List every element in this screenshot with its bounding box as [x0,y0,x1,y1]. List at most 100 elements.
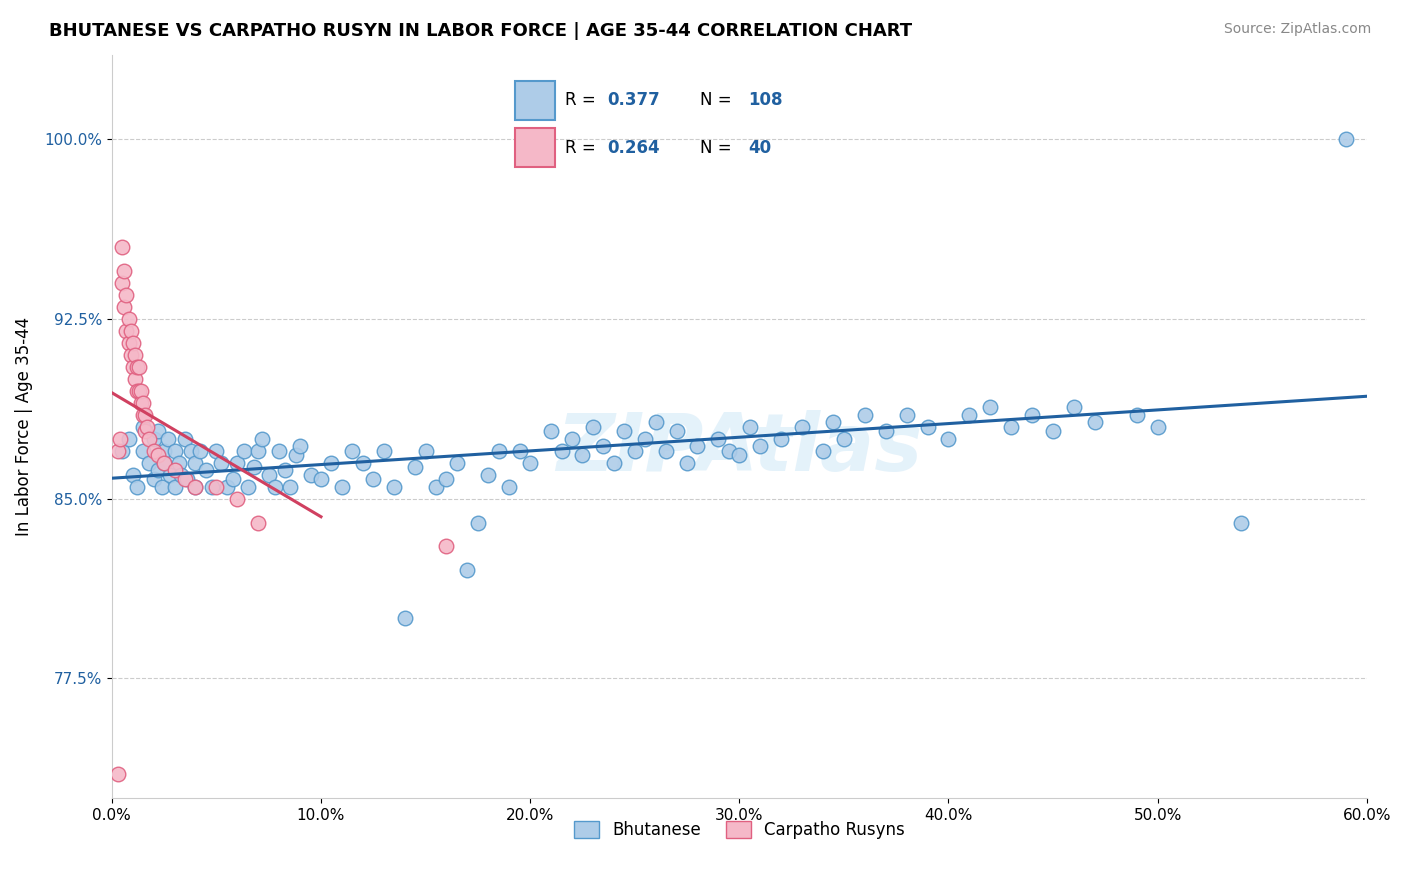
Point [142,432,165,446]
Point [134,408,156,422]
Point [184,456,207,470]
Point [1084,415,1107,429]
Point [111,276,134,290]
Point [957,408,980,422]
Point [247,443,270,458]
Point [124,348,146,362]
Point [257,467,280,482]
Point [107,827,129,841]
Point [655,443,678,458]
Point [571,449,593,463]
Point [823,415,845,429]
Point [686,439,709,453]
Point [184,479,207,493]
Point [728,449,751,463]
Point [117,432,139,446]
Point [436,472,458,486]
Point [382,479,405,493]
Point [278,479,301,493]
Point [188,443,211,458]
Point [467,516,489,530]
Point [205,443,228,458]
Point [222,472,245,486]
Point [138,432,160,446]
Point [201,479,224,493]
Point [1042,425,1064,439]
Point [477,467,499,482]
Point [540,425,562,439]
Point [132,419,155,434]
Point [707,432,730,446]
Point [446,456,468,470]
Point [128,359,150,374]
Point [236,479,259,493]
Point [330,479,353,493]
Point [111,240,134,254]
Point [125,479,148,493]
Point [180,443,202,458]
Point [269,443,291,458]
Point [125,359,148,374]
Point [603,456,626,470]
Point [252,432,274,446]
Point [129,395,152,409]
Point [404,460,426,475]
Point [146,449,169,463]
Text: Source: ZipAtlas.com: Source: ZipAtlas.com [1223,22,1371,37]
Point [425,479,447,493]
Point [132,443,155,458]
Point [613,425,636,439]
Point [121,335,143,350]
Point [634,432,657,446]
Point [665,425,688,439]
Point [592,439,614,453]
Point [205,479,228,493]
Point [142,443,165,458]
Point [146,463,169,477]
Point [134,425,156,439]
Point [215,479,238,493]
Point [120,324,142,338]
Point [112,300,135,314]
Point [138,456,160,470]
Point [811,443,834,458]
Point [676,456,699,470]
Point [226,456,249,470]
Point [1000,419,1022,434]
Point [498,479,520,493]
Point [159,467,181,482]
Point [299,467,322,482]
Point [1063,401,1085,415]
Point [717,443,740,458]
Point [373,443,395,458]
Point [342,443,364,458]
Point [1125,408,1147,422]
Point [436,540,458,554]
Point [938,432,960,446]
Point [157,432,180,446]
Point [394,611,416,625]
Point [194,463,217,477]
Point [232,443,254,458]
Point [1146,419,1168,434]
Point [146,425,169,439]
Point [361,472,384,486]
Point [120,348,142,362]
Point [142,472,165,486]
Point [264,479,287,493]
Point [132,408,155,422]
Point [132,395,155,409]
Point [174,432,197,446]
Point [226,491,249,506]
Point [111,443,134,458]
Point [274,463,297,477]
Point [896,408,918,422]
Point [519,456,541,470]
Point [170,467,193,482]
Point [550,443,572,458]
Point [163,443,186,458]
Point [853,408,876,422]
Point [115,324,138,338]
Point [623,443,645,458]
Point [184,479,207,493]
